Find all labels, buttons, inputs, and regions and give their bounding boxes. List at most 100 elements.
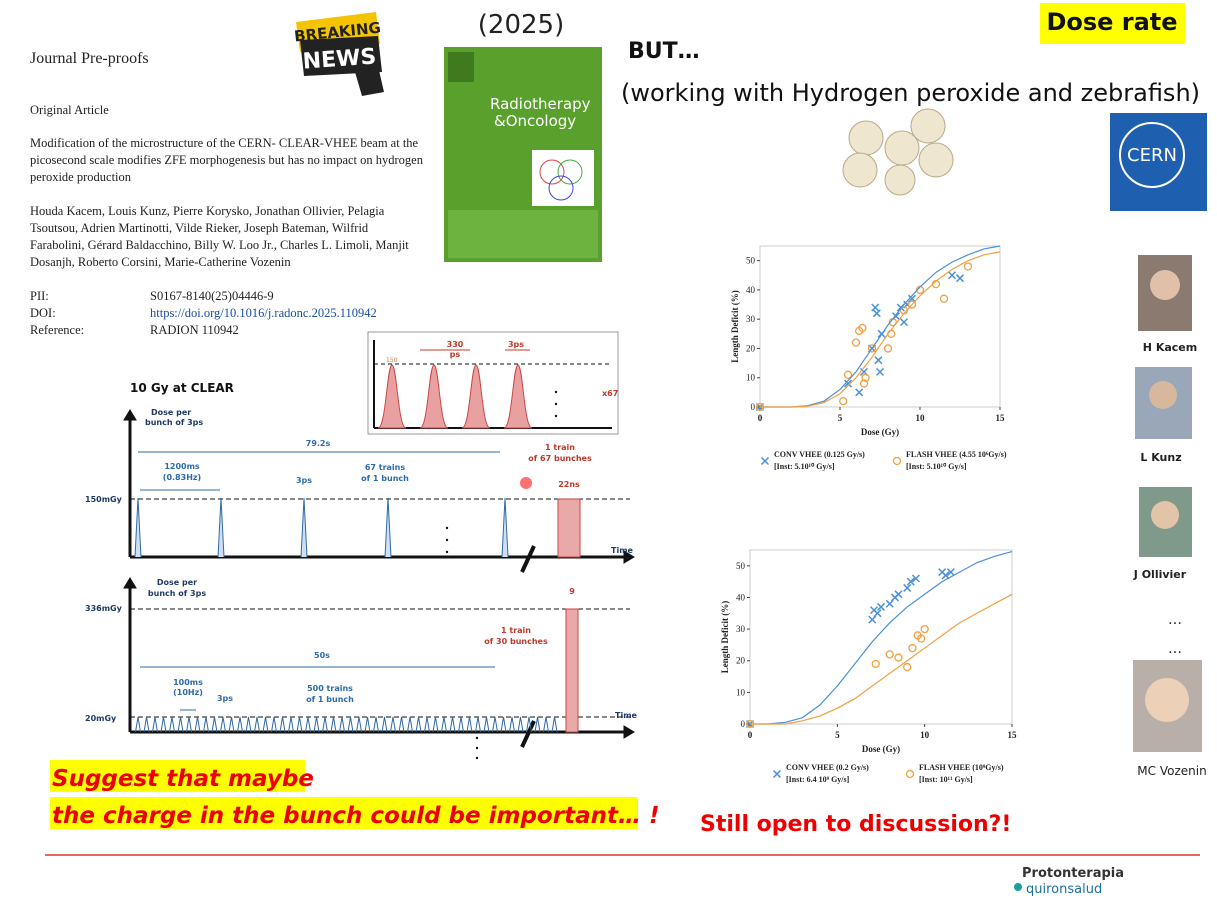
label: Dose per (157, 578, 197, 587)
pulse (135, 716, 141, 733)
label: Time (615, 711, 638, 720)
label: 3ps (508, 340, 524, 349)
pulse (415, 716, 422, 733)
meta-value: RADION 110942 (150, 323, 239, 337)
news-text: NEWS (302, 44, 377, 74)
pulse (262, 716, 269, 733)
y-tick-label: 0 (751, 402, 756, 412)
label: of 1 bunch (361, 474, 409, 483)
pulse (254, 716, 260, 733)
pulse (288, 716, 294, 733)
label: 330 (447, 340, 464, 349)
pulse (441, 716, 447, 733)
meta-key: PII: (30, 289, 49, 303)
label: 3ps (217, 694, 233, 703)
legend-label: CONV VHEE (0.125 Gy/s) (774, 450, 865, 459)
point (907, 300, 917, 309)
point (859, 379, 869, 388)
point (855, 388, 864, 397)
photos (1133, 255, 1202, 752)
pulse (203, 716, 209, 733)
fit-line (750, 593, 1013, 725)
pulse (466, 716, 473, 733)
point (883, 344, 893, 353)
pulse (364, 716, 371, 733)
pulse (398, 716, 405, 733)
highlight (50, 760, 305, 792)
pulse (245, 716, 252, 733)
dot (554, 390, 558, 394)
pulse (322, 716, 328, 733)
y-tick-label: 10 (736, 687, 746, 697)
pulse (169, 716, 175, 733)
dot (475, 736, 479, 740)
label: Time (611, 546, 634, 555)
dot (475, 746, 479, 750)
x-tick-label: 5 (838, 413, 843, 423)
legend-marker (892, 456, 902, 466)
conclusion: Suggest that maybe (52, 766, 314, 792)
y-tick-label: 50 (736, 561, 746, 571)
pulse (177, 716, 184, 733)
pulse (134, 497, 142, 558)
label: 500 trains (307, 684, 353, 693)
pulse (492, 716, 498, 733)
label: (0.83Hz) (163, 473, 201, 482)
point (872, 309, 881, 318)
point (955, 274, 965, 283)
cern-text: CERN (1127, 145, 1177, 166)
journal-cover: Radiotherapy &Oncology (444, 47, 602, 262)
label: 150mGy (85, 495, 123, 504)
point (839, 396, 848, 406)
label: 1 train (545, 443, 575, 452)
pulse (503, 364, 533, 429)
zebrafish-eggs (842, 108, 954, 196)
cern-logo: CERN (1110, 113, 1207, 211)
pulse (217, 497, 225, 558)
label: x67 (602, 389, 618, 398)
y-tick-label: 0 (741, 719, 746, 729)
article-title: Modification of the microstructure of th… (30, 136, 419, 150)
legend-marker (905, 769, 915, 779)
point (894, 653, 903, 662)
point (851, 338, 861, 347)
authors: Tsoutsou, Adrien Martinotti, Vilde Rieke… (30, 221, 369, 235)
y-tick-label: 40 (736, 592, 746, 602)
plot-frame (749, 549, 1013, 725)
cover-title: Radiotherapy (490, 95, 591, 113)
point (871, 303, 880, 312)
point (939, 294, 949, 303)
pulse (194, 716, 201, 733)
pulse (381, 716, 388, 733)
x-tick-label: 5 (835, 730, 840, 740)
pulse (500, 716, 507, 733)
doi-link[interactable]: https://doi.org/10.1016/j.radonc.2025.11… (150, 306, 377, 320)
label: Dose per (151, 408, 191, 417)
logo-text: Protonterapia (1022, 866, 1124, 881)
pulse (305, 716, 311, 733)
pulse (432, 716, 439, 733)
point (885, 599, 894, 608)
label: 1200ms (164, 462, 200, 471)
cover-title: &Oncology (494, 112, 576, 130)
meta-value: S0167-8140(25)04446-9 (150, 289, 274, 303)
point (903, 583, 912, 592)
point (868, 615, 877, 624)
pulse (419, 364, 449, 429)
point (906, 577, 915, 586)
pulse (347, 716, 354, 733)
x-tick-label: 0 (758, 413, 763, 423)
logo-text: quironsalud (1026, 882, 1102, 897)
label: 50s (314, 651, 330, 660)
x-tick-label: 10 (920, 730, 930, 740)
pulse (517, 716, 524, 733)
x-tick-label: 15 (996, 413, 1006, 423)
pulse (373, 716, 379, 733)
point (867, 344, 877, 353)
legend-marker (760, 456, 770, 466)
highlight (50, 797, 638, 829)
pulse (296, 716, 303, 733)
pulse (279, 716, 286, 733)
